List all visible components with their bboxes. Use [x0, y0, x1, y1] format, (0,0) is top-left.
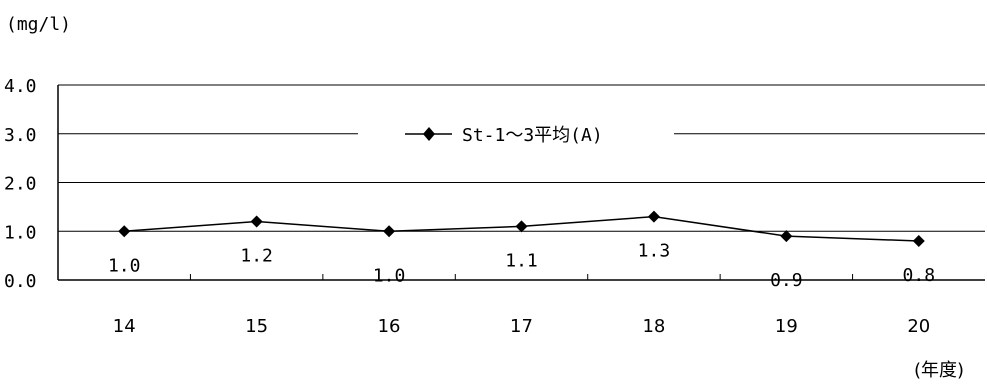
data-label: 0.9 [770, 270, 803, 291]
data-label: 1.1 [505, 250, 538, 271]
data-label: 1.0 [373, 265, 406, 286]
data-label: 0.8 [903, 265, 936, 286]
data-point-marker [647, 210, 660, 223]
x-tick-label: 17 [510, 316, 533, 337]
data-point-marker [780, 230, 793, 243]
x-axis-unit-label: (年度) [914, 360, 965, 381]
data-point-marker [383, 225, 396, 238]
x-tick-label: 19 [775, 316, 798, 337]
y-axis-unit-label: (mg/l) [6, 14, 72, 35]
x-tick-label: 15 [245, 316, 268, 337]
legend-label: St-1～3平均(A) [462, 125, 603, 146]
y-tick-label: 0.0 [4, 271, 37, 292]
y-tick-label: 2.0 [4, 174, 37, 195]
x-tick-label: 14 [113, 316, 136, 337]
data-point-marker [118, 225, 131, 238]
legend: St-1～3平均(A) [358, 118, 674, 150]
data-label: 1.2 [240, 246, 273, 267]
data-point-marker [250, 215, 263, 228]
x-tick-label: 16 [378, 316, 401, 337]
series-layer [118, 210, 925, 247]
data-label: 1.3 [638, 241, 671, 262]
x-tick-label: 20 [907, 316, 930, 337]
tick-labels: 0.0 1.0 2.0 3.0 4.0 14 15 16 17 18 19 20 [4, 76, 930, 337]
axes [57, 85, 985, 281]
data-label: 1.0 [108, 255, 141, 276]
y-tick-label: 1.0 [4, 222, 37, 243]
data-point-marker [515, 220, 528, 233]
y-tick-label: 4.0 [4, 76, 37, 97]
x-tick-label: 18 [642, 316, 665, 337]
data-point-marker [912, 235, 925, 247]
gridlines [58, 84, 985, 232]
legend-marker-diamond-icon [423, 127, 435, 141]
y-tick-label: 3.0 [4, 125, 37, 146]
data-labels: 1.0 1.2 1.0 1.1 1.3 0.9 0.8 [108, 241, 935, 292]
